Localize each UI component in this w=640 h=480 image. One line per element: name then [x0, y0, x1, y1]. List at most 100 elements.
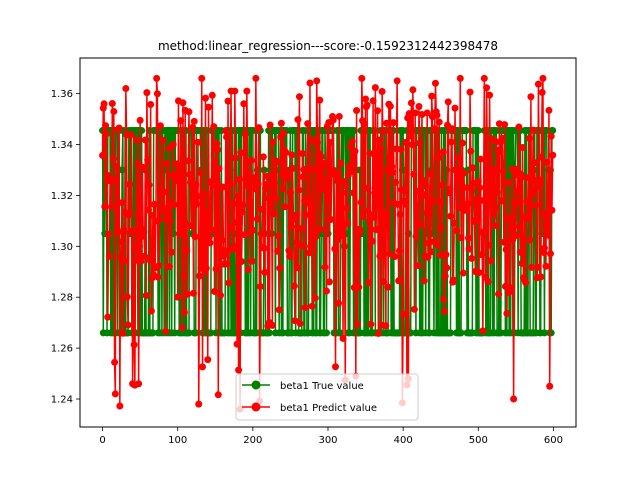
predict-value-point [541, 209, 549, 217]
predict-value-point [223, 133, 231, 141]
predict-value-point [208, 226, 216, 234]
predict-value-point [485, 241, 493, 249]
predict-value-point [361, 207, 369, 215]
predict-value-point [298, 242, 306, 250]
true-value-point [149, 329, 157, 337]
predict-value-point [214, 391, 222, 399]
predict-value-point [280, 129, 288, 137]
predict-value-point [317, 153, 325, 161]
true-value-point [192, 329, 200, 337]
predict-value-point [512, 232, 520, 239]
predict-value-point [243, 87, 251, 95]
predict-value-point [144, 156, 152, 164]
predict-value-point [222, 127, 230, 135]
predict-value-point [429, 197, 437, 205]
predict-value-point [380, 278, 388, 286]
predict-value-point [173, 160, 181, 168]
predict-value-point [261, 268, 269, 276]
predict-value-point [295, 93, 303, 101]
predict-value-point [319, 175, 327, 183]
predict-value-point [431, 125, 439, 133]
predict-value-point [436, 251, 444, 259]
predict-value-point [513, 198, 521, 206]
predict-value-point [205, 233, 213, 241]
predict-value-point [465, 245, 473, 253]
predict-value-point [277, 119, 285, 127]
x-tick-label: 500 [469, 435, 488, 446]
predict-value-point [256, 283, 264, 291]
predict-value-point [483, 153, 491, 161]
predict-value-point [129, 227, 137, 235]
predict-value-point [376, 252, 384, 260]
predict-value-point [267, 173, 275, 181]
legend-box [235, 373, 419, 421]
predict-value-point [329, 116, 337, 124]
predict-value-point [224, 97, 232, 105]
y-tick-label: 1.28 [51, 293, 73, 304]
predict-value-point [142, 292, 150, 300]
predict-value-point [140, 228, 148, 236]
predict-value-point [306, 79, 314, 87]
predict-value-point [309, 166, 317, 174]
predict-value-point [189, 289, 197, 297]
predict-value-point [124, 321, 132, 329]
predict-value-point [387, 154, 395, 162]
predict-value-point [147, 307, 155, 315]
predict-value-point [527, 93, 535, 101]
predict-value-point [135, 380, 143, 388]
x-tick-label: 600 [544, 435, 563, 446]
predict-value-point [543, 225, 551, 233]
predict-value-point [460, 169, 468, 177]
true-value-point [185, 329, 193, 337]
predict-value-point [410, 170, 418, 178]
predict-value-point [113, 162, 121, 170]
predict-value-point [149, 211, 157, 219]
predict-value-point [491, 221, 499, 229]
predict-value-point [239, 201, 247, 209]
predict-value-point [120, 226, 128, 234]
predict-value-point [195, 272, 203, 280]
predict-value-point [498, 134, 506, 142]
predict-value-point [362, 95, 370, 103]
predict-value-point [232, 154, 240, 162]
predict-value-point [111, 358, 119, 366]
predict-value-point [544, 231, 552, 239]
predict-value-point [221, 247, 229, 255]
predict-value-point [381, 209, 389, 217]
predict-value-point [427, 248, 435, 256]
predict-value-point [153, 90, 161, 98]
predict-value-point [193, 192, 201, 200]
predict-value-point [176, 224, 184, 232]
predict-value-point [327, 215, 335, 223]
predict-value-point [440, 295, 448, 303]
predict-value-point [337, 159, 345, 167]
predict-value-point [273, 158, 281, 166]
predict-value-point [546, 250, 554, 258]
predict-value-point [242, 182, 250, 190]
predict-value-point [266, 121, 274, 129]
predict-value-point [480, 74, 488, 82]
predict-value-point [379, 127, 387, 135]
predict-value-point [514, 187, 522, 195]
predict-value-point [307, 242, 315, 250]
predict-value-point [274, 247, 282, 255]
predict-value-point [203, 209, 211, 217]
predict-value-point [407, 128, 415, 136]
predict-value-point [202, 94, 209, 102]
predict-value-point [468, 186, 476, 194]
predict-value-point [213, 140, 221, 148]
predict-value-point [172, 177, 180, 185]
predict-value-point [442, 251, 450, 259]
predict-value-point [531, 159, 539, 167]
predict-value-point [374, 329, 382, 337]
predict-value-point [507, 226, 515, 234]
predict-value-point [162, 327, 170, 335]
predict-value-point [493, 188, 501, 196]
predict-value-point [409, 86, 417, 94]
true-value-point [457, 329, 465, 337]
predict-value-point [154, 273, 162, 281]
predict-value-point [238, 208, 246, 216]
predict-value-point [447, 212, 454, 220]
predict-value-point [375, 136, 383, 144]
